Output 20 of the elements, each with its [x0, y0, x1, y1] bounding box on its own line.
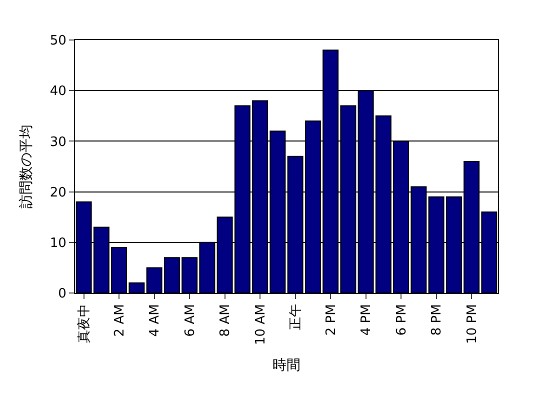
y-tick-label: 30	[50, 134, 66, 150]
y-tick-label: 40	[50, 84, 66, 100]
x-tick-label: 6 PM	[394, 304, 410, 336]
y-tick-label: 0	[58, 286, 66, 302]
x-tick-label: 真夜中	[76, 304, 92, 344]
x-tick-label: 6 AM	[182, 304, 198, 337]
x-tick-label: 8 AM	[218, 304, 234, 337]
x-tick-label: 10 PM	[464, 304, 480, 344]
x-tick-label: 10 AM	[253, 304, 268, 345]
y-tick-label: 20	[50, 185, 66, 200]
y-axis-title: 訪問数の平均	[18, 124, 34, 208]
x-tick-label: 正午	[288, 304, 304, 330]
y-tick-label: 50	[50, 34, 66, 49]
x-axis-title: 時間	[272, 357, 300, 374]
x-tick-label: 4 AM	[148, 304, 163, 337]
y-tick-label: 10	[50, 236, 66, 251]
x-tick-label: 8 PM	[430, 304, 445, 336]
x-tick-label: 4 PM	[359, 304, 374, 336]
x-tick-label: 2 PM	[324, 304, 339, 336]
x-tick-label: 2 AM	[112, 304, 128, 337]
